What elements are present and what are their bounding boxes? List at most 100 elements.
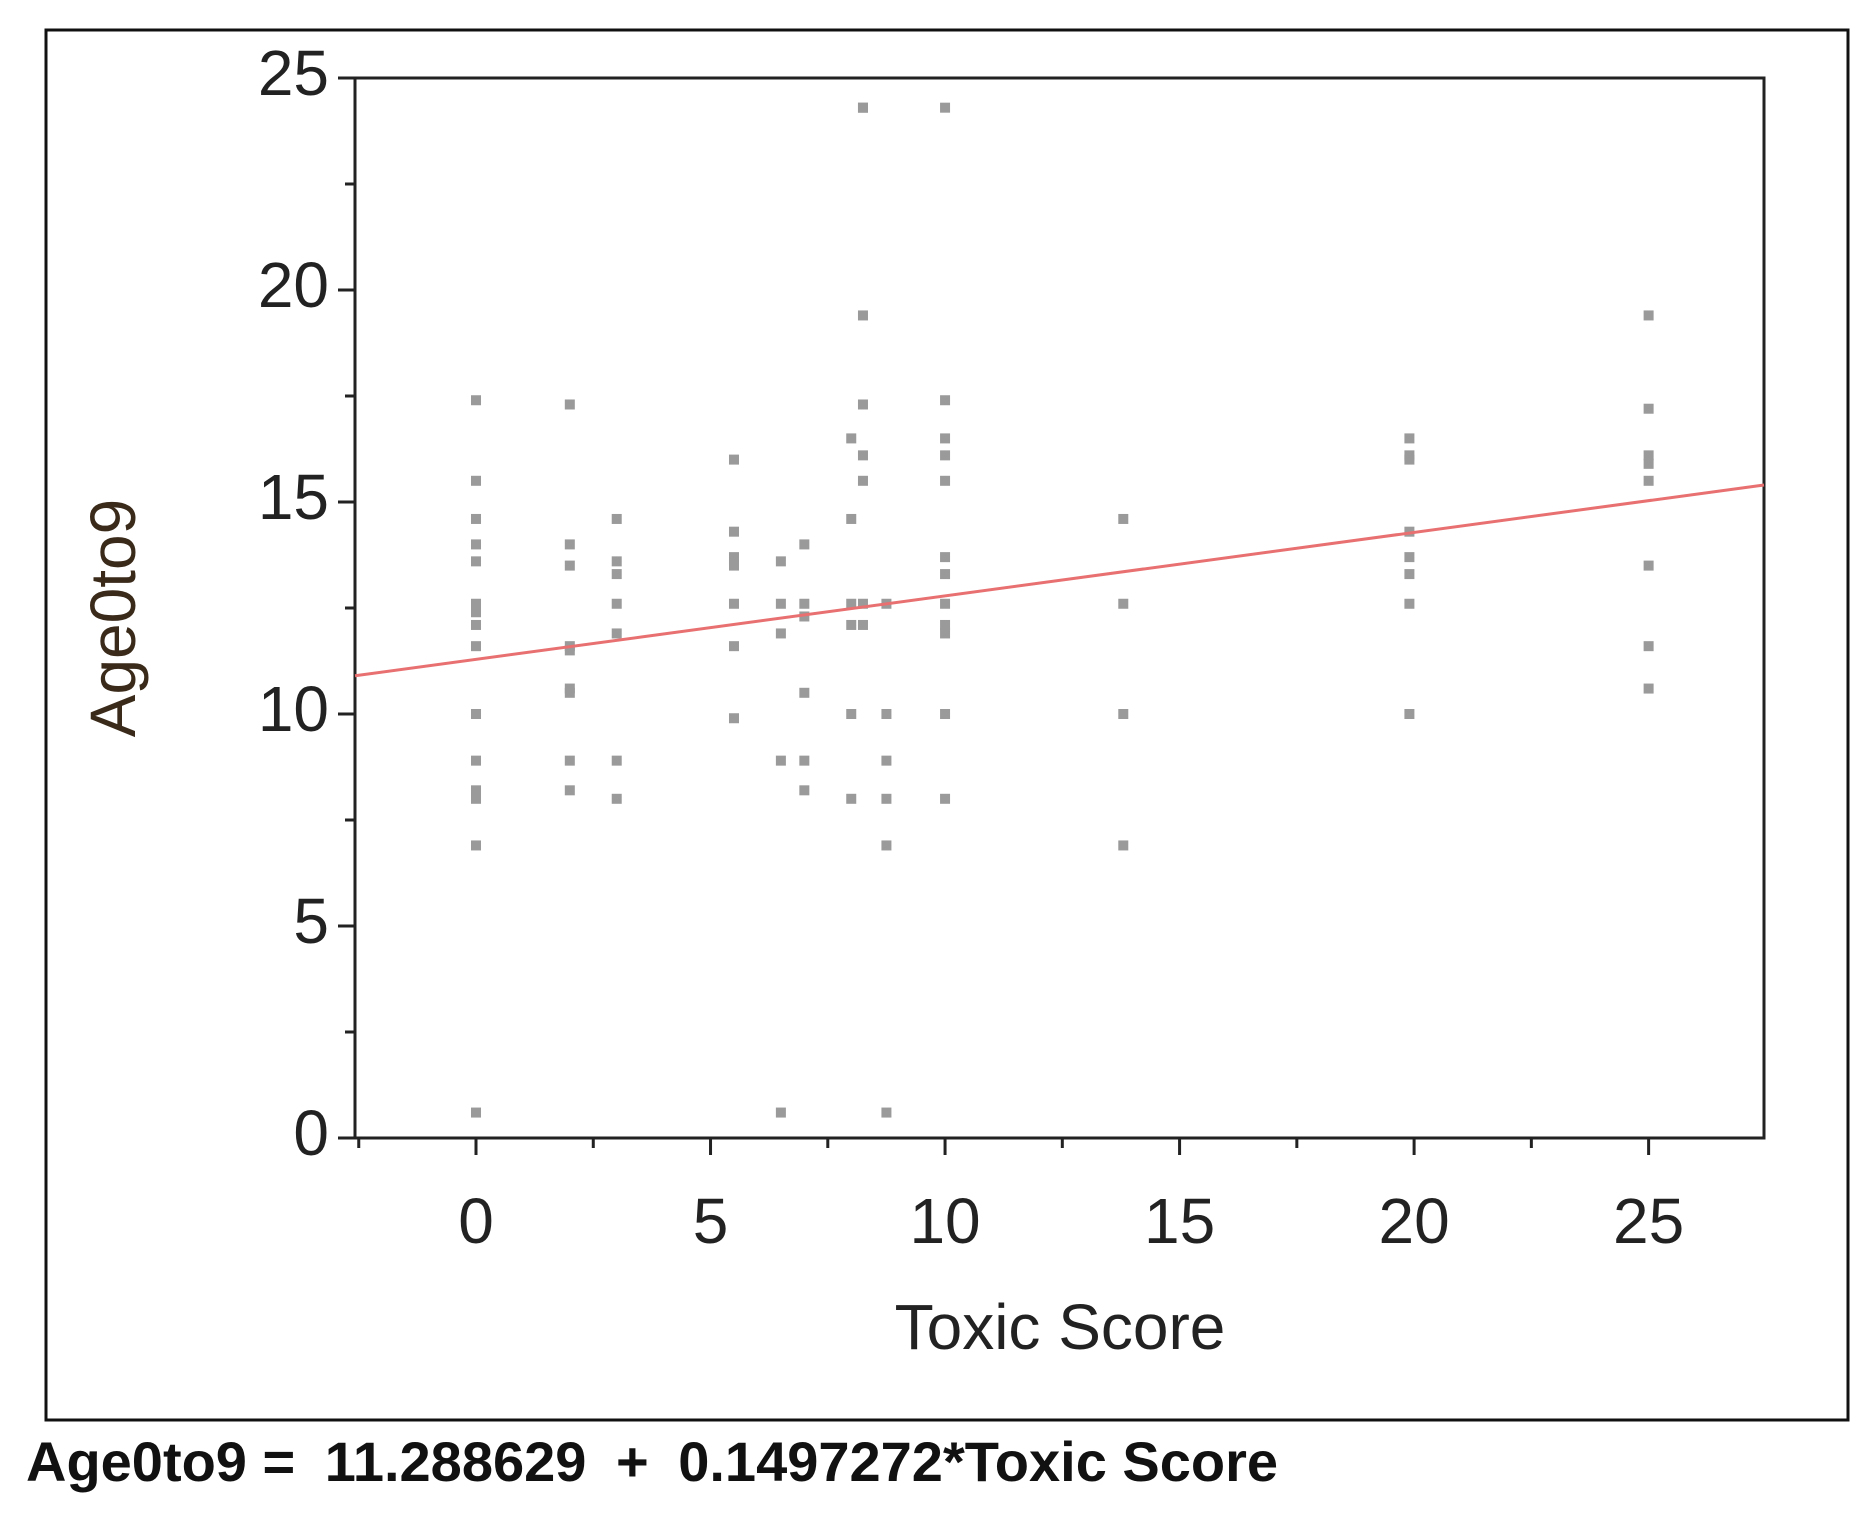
- point: [1404, 598, 1415, 609]
- point: [1404, 433, 1415, 444]
- point: [881, 793, 892, 804]
- equation: Age0to9 = 11.288629 + 0.1497272*Toxic Sc…: [26, 1430, 1278, 1493]
- point: [940, 598, 951, 609]
- point: [940, 628, 951, 639]
- x-tick-label: 10: [909, 1185, 980, 1257]
- point: [471, 785, 482, 796]
- point: [471, 1107, 482, 1118]
- point: [1404, 454, 1415, 465]
- point: [611, 513, 622, 524]
- point: [1118, 513, 1129, 524]
- point: [940, 395, 951, 406]
- point: [1643, 683, 1654, 694]
- point: [940, 709, 951, 719]
- y-tick-label: 5: [293, 885, 329, 957]
- point: [611, 793, 622, 804]
- point: [799, 687, 810, 698]
- point: [471, 539, 482, 550]
- point: [564, 755, 575, 766]
- frame: [44, 28, 1850, 1422]
- point: [471, 840, 482, 851]
- point: [728, 552, 739, 563]
- point: [471, 556, 482, 567]
- x-tick-label: 20: [1379, 1185, 1450, 1257]
- point: [775, 556, 786, 567]
- equation-slope: 0.1497272: [678, 1430, 943, 1493]
- point: [799, 598, 810, 609]
- point: [940, 475, 951, 486]
- y-tick-label: 10: [258, 673, 329, 745]
- point: [1643, 641, 1654, 652]
- x-tick-label: 15: [1144, 1185, 1215, 1257]
- y-axis-title: Age0to9: [77, 499, 149, 737]
- point: [471, 607, 482, 618]
- point: [1643, 450, 1654, 461]
- point: [846, 598, 857, 609]
- point: [1118, 709, 1129, 719]
- point: [857, 399, 868, 410]
- point: [775, 628, 786, 639]
- point: [471, 755, 482, 766]
- point: [471, 709, 482, 719]
- point: [471, 475, 482, 486]
- point: [1643, 403, 1654, 414]
- point: [611, 556, 622, 567]
- point: [471, 598, 482, 609]
- point: [857, 475, 868, 486]
- equation-op: +: [616, 1430, 649, 1493]
- point: [1643, 458, 1654, 469]
- point: [857, 102, 868, 113]
- point: [728, 454, 739, 465]
- point: [857, 450, 868, 461]
- point: [611, 755, 622, 766]
- point: [846, 433, 857, 444]
- x-tick-label: 25: [1613, 1185, 1684, 1257]
- point: [728, 560, 739, 571]
- point: [940, 793, 951, 804]
- point: [799, 539, 810, 550]
- point: [1118, 840, 1129, 851]
- point: [611, 569, 622, 580]
- y-tick-label: 0: [293, 1097, 329, 1169]
- point: [775, 755, 786, 766]
- plot-area: [353, 76, 1766, 1140]
- point: [1404, 569, 1415, 580]
- point: [1404, 709, 1415, 719]
- fit-line: [354, 483, 1765, 678]
- point: [728, 526, 739, 537]
- point: [881, 709, 892, 719]
- point: [857, 310, 868, 321]
- point: [1643, 475, 1654, 486]
- point: [1643, 310, 1654, 321]
- point: [728, 598, 739, 609]
- point: [940, 619, 951, 630]
- point: [799, 755, 810, 766]
- point: [1118, 598, 1129, 609]
- point: [775, 598, 786, 609]
- point: [564, 785, 575, 796]
- point: [881, 1107, 892, 1118]
- point: [564, 560, 575, 571]
- point: [728, 641, 739, 652]
- point: [857, 619, 868, 630]
- point: [846, 709, 857, 719]
- point: [564, 645, 575, 656]
- point: [799, 785, 810, 796]
- point: [846, 793, 857, 804]
- equation-rhs: *Toxic Score: [943, 1430, 1278, 1493]
- point: [471, 513, 482, 524]
- point: [471, 619, 482, 630]
- point: [881, 755, 892, 766]
- point: [728, 713, 739, 724]
- equation-intercept: 11.288629: [325, 1430, 587, 1493]
- point: [940, 450, 951, 461]
- point: [940, 102, 951, 113]
- point: [857, 598, 868, 609]
- x-tick-label: 5: [693, 1185, 729, 1257]
- point: [846, 513, 857, 524]
- point: [471, 395, 482, 406]
- x-tick-label: 0: [458, 1185, 494, 1257]
- point: [940, 552, 951, 563]
- point: [799, 611, 810, 622]
